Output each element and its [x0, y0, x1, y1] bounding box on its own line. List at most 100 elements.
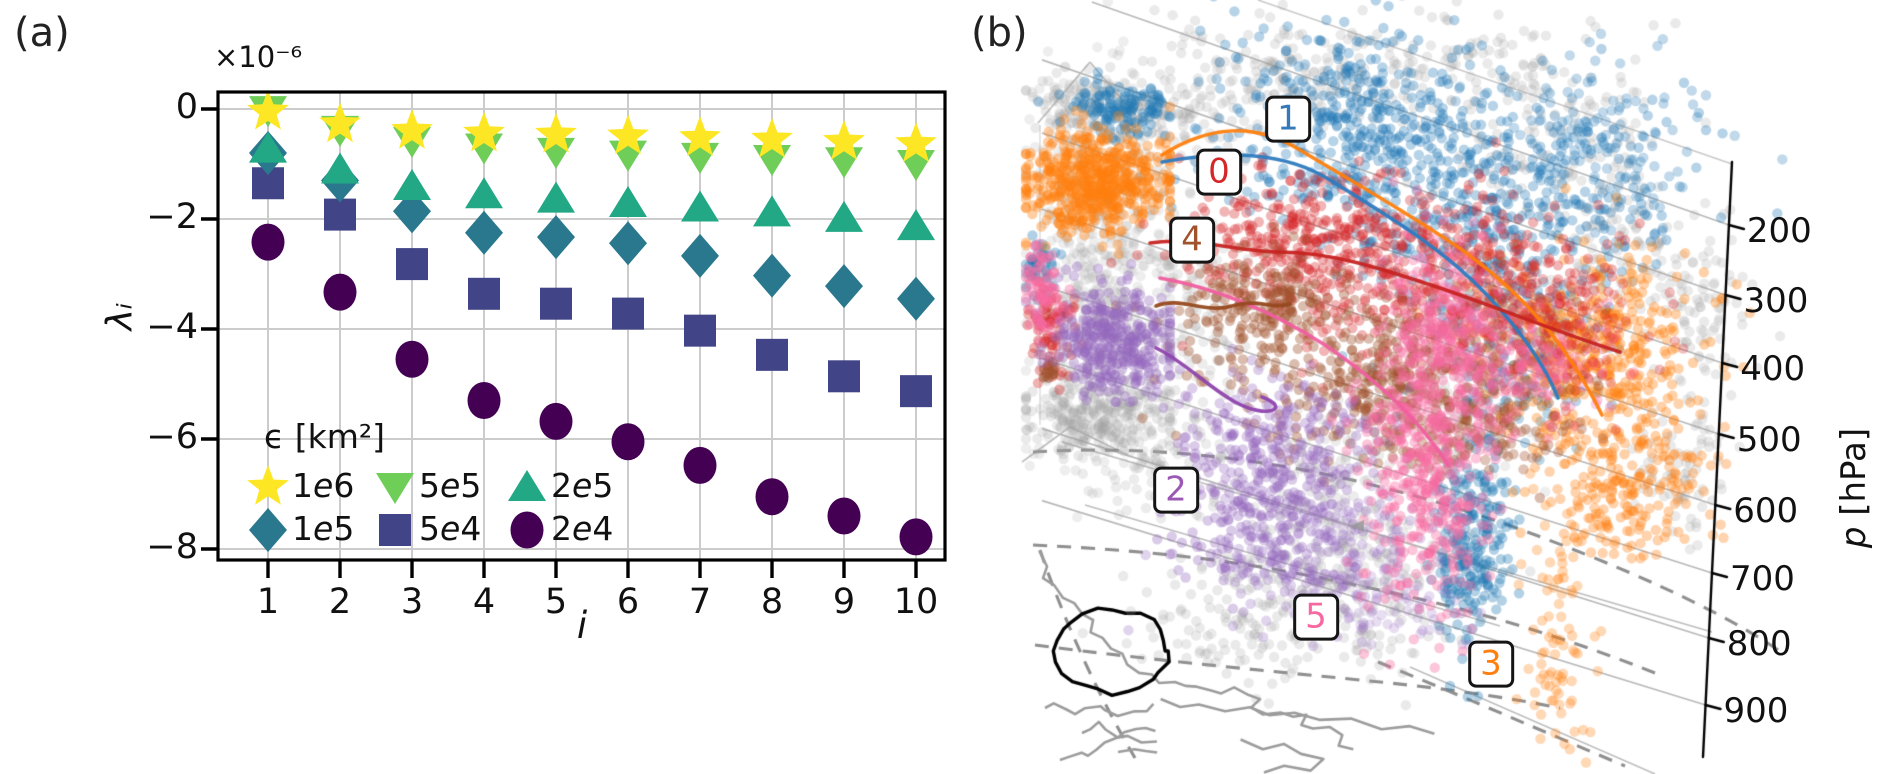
marker-square [540, 287, 572, 320]
marker-star [607, 114, 649, 155]
cluster-label-2: 2 [1153, 466, 1199, 514]
marker-triangle-up [249, 131, 287, 163]
pressure-tick-label: 300 [1743, 281, 1809, 321]
marker-star [463, 111, 505, 152]
marker-triangle-up [393, 169, 431, 200]
marker-circle [395, 340, 429, 378]
marker-triangle-up [753, 195, 791, 227]
marker-diamond [537, 215, 575, 260]
x-axis-label: i [576, 604, 588, 647]
legend-item-label: 1e5 [292, 509, 355, 548]
marker-star [751, 117, 793, 158]
marker-triangle-up [825, 200, 863, 232]
cluster-label-4: 4 [1169, 216, 1215, 264]
marker-diamond [249, 508, 287, 552]
y-axis-offset-text: ×10⁻⁶ [214, 40, 303, 74]
y-tick-label: −8 [146, 527, 198, 567]
cluster-label-3: 3 [1468, 640, 1514, 688]
marker-star [247, 465, 289, 505]
marker-circle [683, 446, 717, 484]
marker-triangle-up [508, 470, 546, 501]
x-tick-label: 4 [472, 582, 496, 622]
panel-a-label: (a) [14, 10, 70, 56]
y-tick-label: −6 [146, 417, 198, 457]
x-tick-label: 8 [760, 582, 784, 622]
marker-triangle-up [537, 181, 575, 213]
legend-item-label: 5e5 [419, 466, 482, 505]
marker-triangle-down [897, 150, 935, 181]
legend-item-label: 5e4 [419, 509, 482, 548]
marker-square [756, 338, 788, 371]
marker-circle [755, 478, 789, 516]
marker-square [379, 514, 411, 546]
marker-square [324, 198, 356, 231]
panel-b-label: (b) [971, 10, 1028, 56]
x-tick-label: 7 [688, 582, 712, 622]
marker-diamond [753, 253, 791, 298]
cluster-label-1: 1 [1265, 95, 1311, 143]
legend-item-label: 2e4 [551, 509, 614, 548]
marker-triangle-up [609, 186, 647, 218]
marker-circle [611, 423, 645, 461]
x-tick-label: 10 [893, 582, 939, 622]
marker-circle [467, 382, 501, 419]
x-tick-label: 9 [832, 582, 856, 622]
marker-star [679, 116, 721, 156]
marker-triangle-down [825, 147, 863, 179]
marker-circle [251, 223, 285, 261]
marker-triangle-up [321, 152, 359, 184]
pressure-tick-label: 600 [1733, 491, 1799, 531]
marker-diamond [897, 276, 935, 321]
marker-star [391, 109, 433, 149]
marker-triangle-down [376, 473, 414, 504]
x-tick-label: 5 [544, 582, 568, 622]
marker-diamond [681, 233, 719, 278]
marker-circle [899, 518, 933, 556]
pressure-tick-label: 400 [1740, 349, 1806, 389]
pressure-tick-label: 200 [1746, 211, 1812, 251]
legend-title: ϵ [km²] [264, 417, 386, 456]
marker-circle [323, 273, 357, 311]
x-tick-label: 2 [328, 582, 352, 622]
pressure-tick-label: 500 [1736, 420, 1802, 460]
marker-triangle-up [465, 177, 503, 209]
marker-square [900, 375, 932, 408]
legend-item-label: 1e6 [292, 466, 355, 505]
marker-circle [510, 511, 544, 549]
marker-square [612, 297, 644, 330]
marker-circle [827, 497, 861, 535]
marker-star [895, 122, 937, 162]
pressure-tick-label: 900 [1723, 691, 1789, 731]
marker-circle [539, 402, 573, 440]
marker-triangle-down [753, 145, 791, 177]
marker-square [828, 360, 860, 393]
x-tick-label: 3 [400, 582, 424, 622]
y-tick-label: −4 [146, 307, 198, 347]
panel-a-plot [201, 89, 947, 578]
marker-triangle-up [897, 209, 935, 241]
marker-square [468, 277, 500, 310]
marker-triangle-up [681, 190, 719, 222]
plot-frame [216, 90, 947, 562]
marker-diamond [609, 221, 647, 266]
marker-square [396, 248, 428, 281]
y-tick-label: 0 [175, 87, 198, 127]
marker-square [684, 314, 716, 347]
cluster-label-0: 0 [1196, 148, 1242, 196]
marker-diamond [465, 210, 503, 255]
cluster-label-5: 5 [1293, 593, 1339, 641]
legend-item-label: 2e5 [551, 466, 614, 505]
pressure-tick-label: 700 [1729, 559, 1795, 599]
y-tick-label: −2 [146, 197, 198, 237]
marker-star [247, 89, 289, 130]
marker-diamond [393, 189, 431, 234]
marker-star [823, 120, 865, 160]
pressure-axis-label: p [hPa] [1834, 427, 1874, 549]
marker-triangle-down [393, 126, 431, 158]
x-tick-label: 1 [256, 582, 280, 622]
x-tick-label: 6 [616, 582, 640, 622]
marker-triangle-down [681, 142, 719, 174]
marker-star [535, 112, 577, 153]
marker-diamond [825, 264, 863, 309]
